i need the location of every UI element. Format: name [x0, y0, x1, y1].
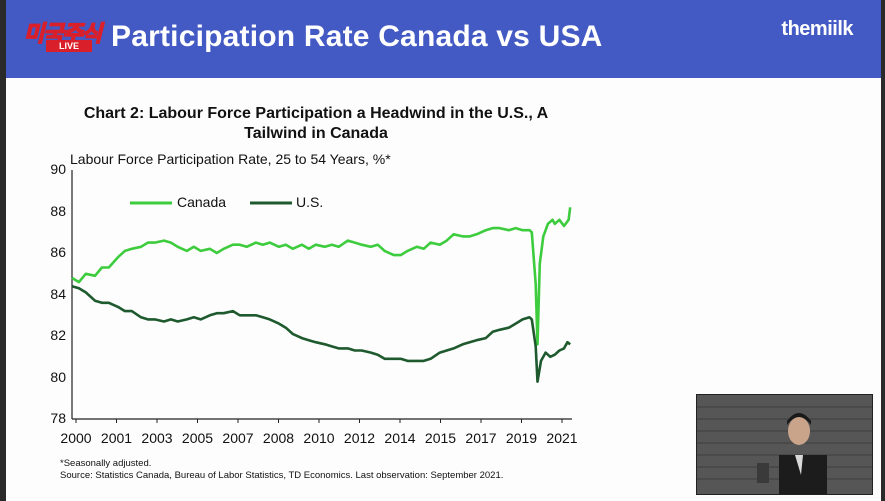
x-tick-label: 2010 — [303, 430, 335, 446]
x-tick-label: 2007 — [222, 430, 254, 446]
legend-label-canada: Canada — [177, 194, 227, 210]
y-tick-label: 88 — [50, 202, 66, 219]
x-tick-label: 2008 — [262, 430, 295, 446]
y-tick-label: 80 — [50, 368, 66, 385]
y-tick-label: 90 — [50, 161, 66, 177]
x-tick-label: 2001 — [100, 430, 133, 446]
presenter-jacket — [779, 455, 827, 494]
footnote-adjusted: *Seasonally adjusted. — [60, 458, 152, 469]
presenter-video-feed — [697, 395, 872, 494]
series-line-us — [71, 284, 571, 383]
y-tick-label: 82 — [50, 327, 66, 343]
presenter-hair — [787, 413, 811, 425]
chart-title: Chart 2: Labour Force Participation a He… — [83, 105, 549, 142]
presenter-webcam — [696, 394, 873, 495]
x-tick-label: 2017 — [465, 430, 497, 446]
presenter-shirt — [795, 455, 803, 475]
left-frame-border — [0, 0, 6, 501]
live-badge: LIVE — [46, 40, 92, 52]
x-tick-label: 2019 — [505, 430, 538, 446]
right-frame-border — [881, 0, 885, 501]
y-tick-label: 84 — [50, 285, 66, 302]
series-line-canada — [71, 207, 572, 346]
y-tick-label: 86 — [50, 244, 66, 260]
x-tick-label: 2003 — [141, 430, 173, 446]
slide-header: 미국주식 LIVE Participation Rate Canada vs U… — [6, 0, 881, 78]
x-tick-label: 2015 — [424, 430, 457, 446]
y-tick-label: 78 — [50, 410, 66, 426]
legend-label-us: U.S. — [296, 194, 324, 210]
x-tick-label: 2005 — [181, 430, 214, 446]
footnote-source: Source: Statistics Canada, Bureau of Lab… — [60, 470, 504, 481]
brand-logo: themiilk — [781, 18, 853, 40]
x-tick-label: 2012 — [343, 430, 376, 446]
channel-logo: 미국주식 LIVE — [23, 16, 108, 56]
presenter-face — [788, 417, 810, 445]
x-tick-label: 2021 — [546, 430, 578, 446]
x-tick-label: 2014 — [384, 430, 416, 446]
slide-title: Participation Rate Canada vs USA — [111, 20, 603, 53]
chart-subtitle: Labour Force Participation Rate, 25 to 5… — [70, 151, 391, 167]
x-tick-label: 2000 — [60, 430, 92, 446]
